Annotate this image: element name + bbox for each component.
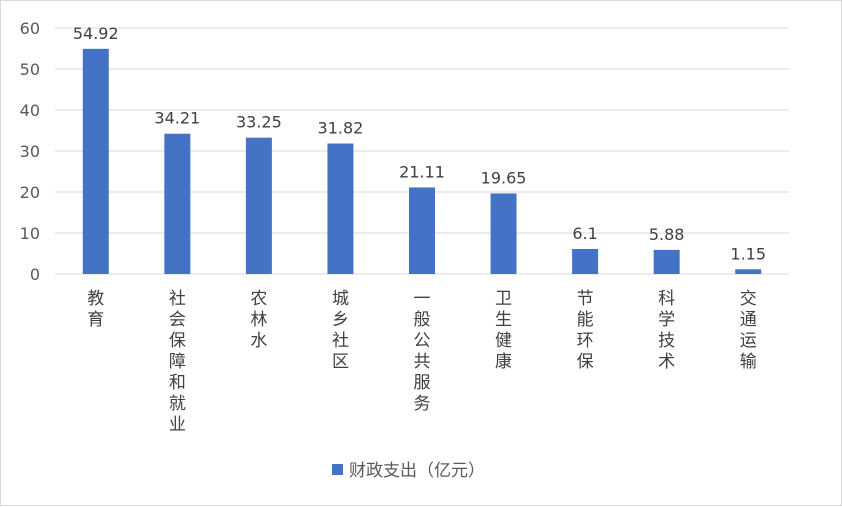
bar [82, 48, 109, 274]
y-tick-label: 30 [20, 142, 40, 161]
y-tick-label: 60 [20, 19, 40, 38]
category-label: 教育 [87, 289, 104, 330]
data-labels: 54.92 34.21 33.25 31.82 21.11 19.65 6.1 5.88 1.1… [73, 24, 766, 263]
category-label: 城乡社区 [332, 289, 349, 372]
bar [245, 137, 272, 274]
data-label: 31.82 [318, 119, 364, 138]
bar [653, 249, 680, 274]
y-tick-label: 20 [20, 183, 40, 202]
data-label: 34.21 [154, 109, 200, 128]
category-label: 节能环保 [577, 289, 594, 372]
data-label: 19.65 [481, 168, 527, 187]
data-label: 1.15 [730, 244, 766, 263]
y-axis-ticks: 0 10 20 30 40 50 60 [20, 19, 40, 284]
category-label: 社会保障和就业 [169, 289, 186, 435]
bar [164, 133, 191, 274]
y-tick-label: 40 [20, 101, 40, 120]
category-label: 卫生健康 [495, 289, 512, 372]
bar [572, 248, 599, 274]
category-label: 科学技术 [658, 289, 675, 372]
legend-swatch [332, 464, 343, 475]
category-label: 一般公共服务 [414, 289, 431, 414]
bars [82, 48, 762, 274]
legend-label: 财政支出（亿元） [349, 461, 485, 481]
bar [735, 269, 762, 274]
data-label: 5.88 [649, 225, 685, 244]
data-label: 33.25 [236, 113, 282, 132]
y-tick-label: 0 [30, 265, 40, 284]
category-label: 农林水 [250, 289, 267, 351]
data-label: 54.92 [73, 24, 119, 43]
data-label: 6.1 [572, 224, 597, 243]
legend: 财政支出（亿元） [332, 461, 485, 481]
category-label: 交通运输 [740, 289, 757, 372]
category-labels: 教育 社会保障和就业 农林水 城乡社区 一般公共服务 卫生健康 节能环保 科学技术 交通运输 [87, 289, 756, 435]
bar [490, 193, 517, 274]
y-tick-label: 50 [20, 60, 40, 79]
y-tick-label: 10 [20, 224, 40, 243]
bar [327, 143, 354, 274]
data-label: 21.11 [399, 162, 445, 181]
bar [409, 187, 435, 274]
